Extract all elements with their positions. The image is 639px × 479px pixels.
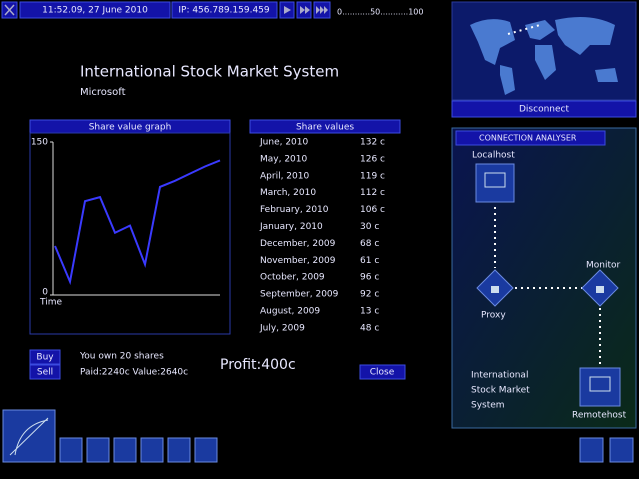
buy-button[interactable] — [29, 349, 61, 365]
row-value: 112 c — [360, 188, 385, 198]
time-box — [19, 1, 171, 19]
analyser-title: CONNECTION ANALYSER — [479, 134, 577, 143]
row-month: September, 2009 — [260, 290, 339, 300]
toolbar-icon[interactable] — [86, 437, 110, 463]
y-tick-label: 150 — [31, 138, 48, 148]
buy-label: Buy — [36, 353, 54, 363]
company: Microsoft — [80, 87, 126, 98]
values-title: Share values — [296, 123, 354, 133]
row-value: 92 c — [360, 290, 379, 300]
remotehost-screen — [589, 376, 611, 392]
close-button[interactable] — [359, 364, 406, 380]
row-value: 68 c — [360, 239, 379, 249]
toolbar-icon[interactable] — [59, 437, 83, 463]
profit: Profit:400c — [220, 357, 296, 373]
row-month: August, 2009 — [260, 307, 320, 317]
row-value: 61 c — [360, 256, 379, 266]
row-value: 132 c — [360, 138, 385, 148]
disconnect-label: Disconnect — [519, 105, 569, 115]
proxy-label: Proxy — [481, 311, 506, 321]
time: 11:52.09, 27 June 2010 — [42, 6, 148, 16]
y-tick-label: 0 — [42, 288, 48, 298]
graph-title: Share value graph — [89, 123, 172, 133]
scale: 0...........50...........100 — [337, 8, 423, 17]
localhost-screen — [484, 172, 506, 188]
toolbar-icon[interactable] — [194, 437, 218, 463]
row-month: December, 2009 — [260, 239, 336, 249]
toolbar-icon[interactable] — [579, 437, 604, 463]
row-value: 13 c — [360, 307, 379, 317]
target-line: Stock Market — [471, 386, 530, 396]
row-month: January, 2010 — [259, 222, 323, 232]
row-value: 126 c — [360, 154, 385, 164]
proxy-lock — [491, 286, 499, 293]
toolbar-icon[interactable] — [609, 437, 634, 463]
close-label: Close — [370, 368, 395, 378]
remotehost-label: Remotehost — [572, 411, 627, 421]
row-value: 48 c — [360, 323, 379, 333]
values-header — [249, 119, 401, 134]
toolbar-icon[interactable] — [140, 437, 164, 463]
row-month: October, 2009 — [260, 273, 325, 283]
owned: You own 20 shares — [79, 352, 164, 362]
row-month: March, 2010 — [260, 188, 316, 198]
graph-box — [29, 132, 231, 335]
row-month: February, 2010 — [260, 205, 329, 215]
monitor-lock — [596, 286, 604, 293]
monitor-label: Monitor — [586, 261, 621, 271]
row-month: June, 2010 — [259, 138, 308, 148]
row-month: May, 2010 — [260, 154, 308, 164]
row-value: 96 c — [360, 273, 379, 283]
row-month: July, 2009 — [259, 323, 305, 333]
speed-arrows — [284, 6, 328, 14]
ip-box — [171, 1, 278, 19]
row-month: April, 2010 — [260, 171, 309, 181]
row-value: 106 c — [360, 205, 385, 215]
close-x — [4, 4, 15, 16]
ip: IP: 456.789.159.459 — [178, 6, 270, 16]
analyser-header — [455, 130, 606, 146]
sell-button[interactable] — [29, 364, 61, 380]
map-continents — [470, 16, 618, 96]
target-line: System — [471, 401, 505, 411]
localhost-label: Localhost — [472, 151, 515, 161]
paid-value: Paid:2240c Value:2640c — [80, 368, 188, 378]
row-value: 119 c — [360, 171, 385, 181]
share-line — [54, 159, 221, 286]
x-axis-label: Time — [39, 298, 62, 308]
disconnect-button[interactable] — [451, 100, 637, 118]
toolbar-icon[interactable] — [113, 437, 137, 463]
main-menu-glyph — [9, 417, 49, 456]
title: International Stock Market System — [80, 63, 339, 81]
localhost-icon[interactable] — [475, 163, 515, 203]
toolbar-icon[interactable] — [167, 437, 191, 463]
row-value: 30 c — [360, 222, 379, 232]
remotehost-icon[interactable] — [579, 367, 621, 407]
sell-label: Sell — [37, 368, 53, 378]
row-month: November, 2009 — [260, 256, 336, 266]
target-line: International — [471, 371, 528, 381]
